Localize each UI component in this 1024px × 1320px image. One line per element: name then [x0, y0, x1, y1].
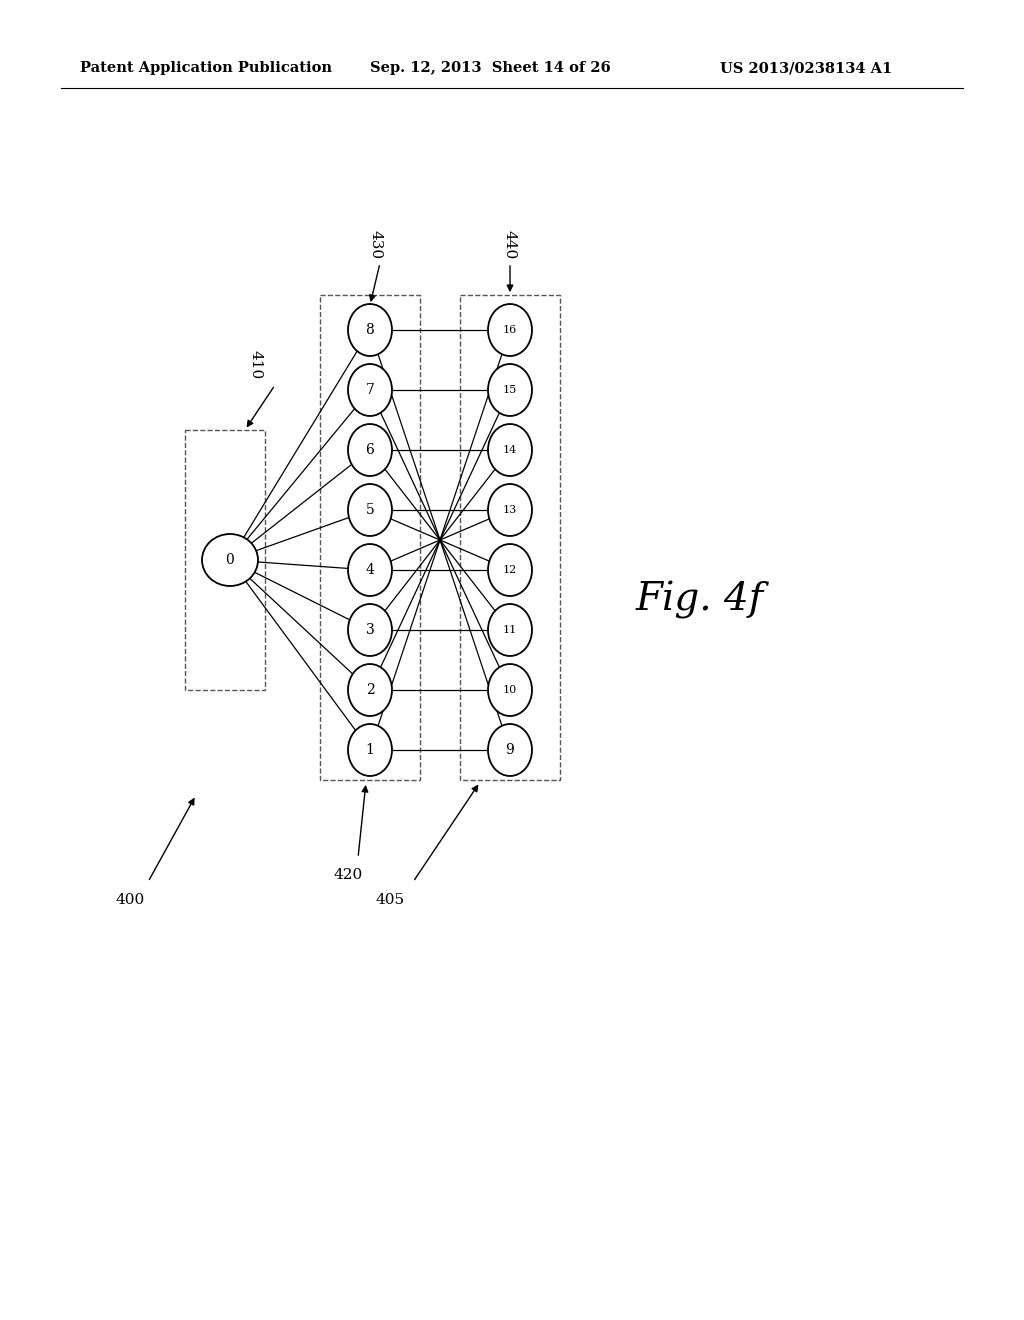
Ellipse shape — [348, 424, 392, 477]
Text: 9: 9 — [506, 743, 514, 756]
Text: 430: 430 — [368, 231, 382, 260]
Text: 3: 3 — [366, 623, 375, 638]
Ellipse shape — [488, 364, 532, 416]
Text: Sep. 12, 2013  Sheet 14 of 26: Sep. 12, 2013 Sheet 14 of 26 — [370, 61, 610, 75]
Ellipse shape — [348, 544, 392, 597]
Ellipse shape — [348, 605, 392, 656]
Ellipse shape — [488, 484, 532, 536]
Text: 5: 5 — [366, 503, 375, 517]
Bar — [460, 294, 560, 780]
Text: 16: 16 — [503, 325, 517, 335]
Ellipse shape — [488, 723, 532, 776]
Text: Fig. 4f: Fig. 4f — [636, 581, 764, 619]
Text: 400: 400 — [116, 894, 144, 907]
Text: 2: 2 — [366, 682, 375, 697]
Text: US 2013/0238134 A1: US 2013/0238134 A1 — [720, 61, 892, 75]
Ellipse shape — [488, 605, 532, 656]
Ellipse shape — [348, 484, 392, 536]
Text: 7: 7 — [366, 383, 375, 397]
Ellipse shape — [348, 304, 392, 356]
Text: 405: 405 — [376, 894, 404, 907]
Text: 8: 8 — [366, 323, 375, 337]
Text: Patent Application Publication: Patent Application Publication — [80, 61, 332, 75]
Ellipse shape — [348, 723, 392, 776]
Bar — [319, 294, 420, 780]
Ellipse shape — [202, 535, 258, 586]
Text: 13: 13 — [503, 506, 517, 515]
Text: 14: 14 — [503, 445, 517, 455]
Ellipse shape — [488, 424, 532, 477]
Text: 4: 4 — [366, 564, 375, 577]
Text: 6: 6 — [366, 444, 375, 457]
Text: 420: 420 — [334, 869, 362, 882]
Text: 0: 0 — [225, 553, 234, 568]
Ellipse shape — [488, 304, 532, 356]
Ellipse shape — [488, 544, 532, 597]
Ellipse shape — [348, 364, 392, 416]
Text: 1: 1 — [366, 743, 375, 756]
Text: 11: 11 — [503, 624, 517, 635]
Bar — [185, 430, 265, 690]
Text: 12: 12 — [503, 565, 517, 576]
Ellipse shape — [488, 664, 532, 715]
Text: 15: 15 — [503, 385, 517, 395]
Text: 10: 10 — [503, 685, 517, 696]
Text: 410: 410 — [248, 350, 262, 380]
Text: 440: 440 — [503, 231, 517, 260]
Ellipse shape — [348, 664, 392, 715]
